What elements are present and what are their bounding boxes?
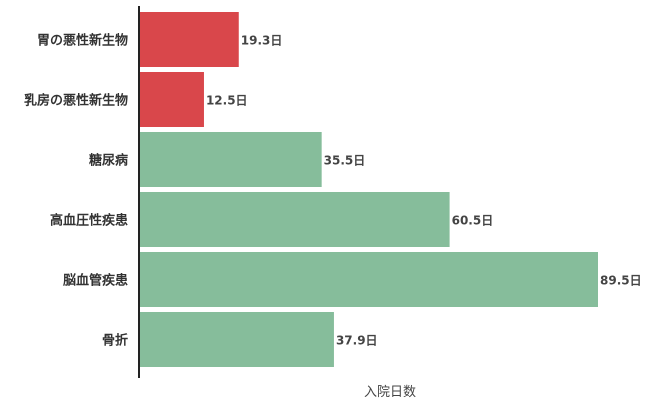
category-label-2: 糖尿病 [89, 153, 128, 169]
value-label-4: 89.5日 [600, 274, 642, 288]
category-label-4: 脳血管疾患 [63, 273, 128, 289]
value-label-1: 12.5日 [206, 94, 248, 108]
category-label-5: 骨折 [102, 333, 128, 349]
bar-3 [140, 192, 450, 247]
bar-4 [140, 252, 598, 307]
value-labels: 19.3日 12.5日 35.5日 60.5日 89.5日 37.9日 [206, 34, 642, 348]
bar-1 [140, 72, 204, 127]
bars-group [140, 12, 598, 367]
category-label-3: 高血圧性疾患 [50, 213, 128, 229]
category-label-1: 乳房の悪性新生物 [24, 93, 128, 109]
category-label-0: 胃の悪性新生物 [37, 33, 128, 49]
x-axis-title: 入院日数 [364, 385, 416, 400]
value-label-0: 19.3日 [241, 34, 283, 48]
value-label-3: 60.5日 [452, 214, 494, 228]
value-label-5: 37.9日 [336, 334, 378, 348]
bar-0 [140, 12, 239, 67]
bar-5 [140, 312, 334, 367]
bar-2 [140, 132, 322, 187]
value-label-2: 35.5日 [324, 154, 366, 168]
